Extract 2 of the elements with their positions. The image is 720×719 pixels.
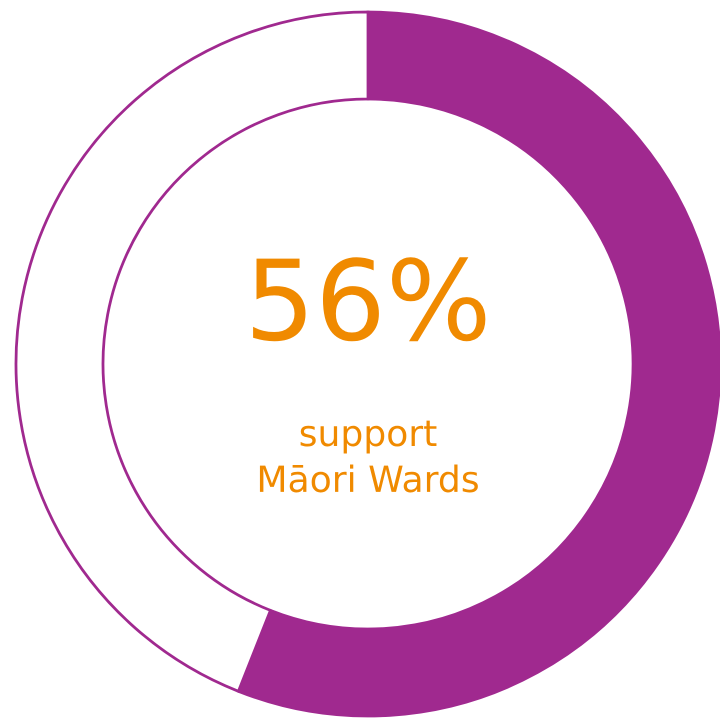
text: 56% — [253, 257, 486, 342]
text: support Māori Wards — [260, 420, 478, 492]
